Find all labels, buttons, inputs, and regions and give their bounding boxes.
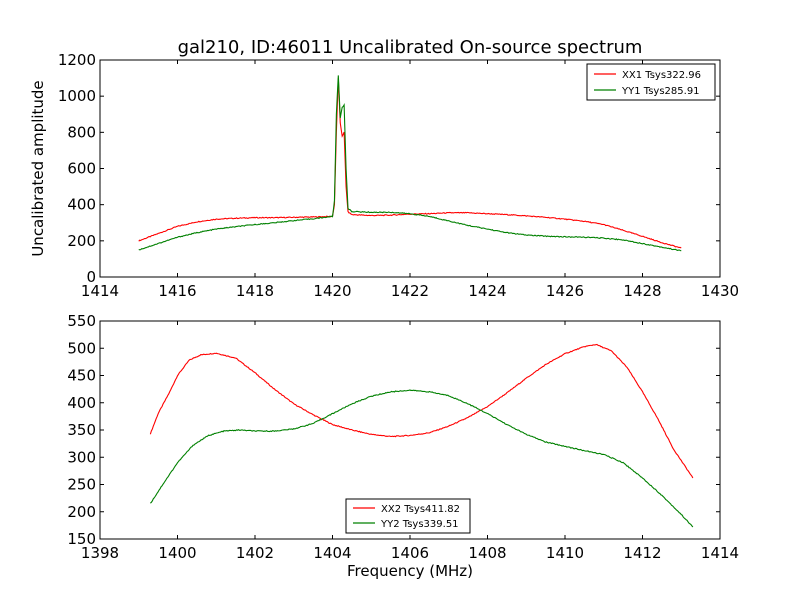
top-subplot: 1414 1416 1418 1420 1422 1424 1426 1428 1430 0 200… [29, 51, 739, 300]
top-x-tick-label: 1418 [236, 282, 274, 300]
top-x-tick-label: 1422 [391, 282, 429, 300]
bottom-legend-box [345, 498, 471, 534]
bottom-x-tick-label: 1402 [236, 544, 274, 562]
top-y-tick-label: 1000 [58, 87, 96, 105]
bottom-y-tick-label: 200 [67, 503, 96, 521]
top-y-tick-label: 0 [86, 268, 96, 286]
bottom-x-tick-label: 1400 [158, 544, 196, 562]
bottom-x-axis-label: Frequency (MHz) [347, 562, 473, 580]
top-x-tick-label: 1426 [546, 282, 584, 300]
legend-label-yy1: YY1 Tsys285.91 [621, 86, 700, 97]
bottom-y-tick-label: 400 [67, 394, 96, 412]
bottom-x-tick-label: 1414 [701, 544, 739, 562]
bottom-y-tick-label: 250 [67, 476, 96, 494]
bottom-x-tick-label: 1398 [81, 544, 119, 562]
top-x-tick-label: 1420 [313, 282, 351, 300]
bottom-y-tick-label: 550 [67, 312, 96, 330]
top-y-tick-label: 400 [67, 196, 96, 214]
chart-title: gal210, ID:46011 Uncalibrated On-source … [178, 37, 643, 58]
bottom-y-tick-label: 300 [67, 448, 96, 466]
legend-label-yy2: YY2 Tsys339.51 [380, 519, 459, 530]
bottom-x-tick-label: 1404 [313, 544, 351, 562]
bottom-x-tick-label: 1408 [468, 544, 506, 562]
top-y-axis-label: Uncalibrated amplitude [29, 80, 47, 256]
top-x-tick-label: 1424 [468, 282, 506, 300]
top-series-line-1 [138, 75, 682, 252]
top-x-tick-label: 1430 [701, 282, 739, 300]
top-x-tick-label: 1416 [158, 282, 196, 300]
bottom-x-tick-label: 1406 [391, 544, 429, 562]
bottom-x-tick-label: 1410 [546, 544, 584, 562]
top-legend: XX1 Tsys322.96 YY1 Tsys285.91 [586, 63, 716, 101]
top-x-tick-label: 1414 [81, 282, 119, 300]
bottom-subplot: 1398 1400 1402 1404 1406 1408 1410 1412 1414 150 2… [67, 312, 739, 580]
bottom-series-line-1 [150, 389, 694, 528]
bottom-y-tick-label: 150 [67, 530, 96, 548]
top-y-tick-label: 600 [67, 160, 96, 178]
bottom-y-tick-label: 450 [67, 367, 96, 385]
legend-label-xx1: XX1 Tsys322.96 [622, 70, 701, 81]
bottom-x-tick-label: 1412 [623, 544, 661, 562]
legend-label-xx2: XX2 Tsys411.82 [381, 504, 460, 515]
bottom-series-line-0 [149, 343, 694, 479]
bottom-legend: XX2 Tsys411.82 YY2 Tsys339.51 [345, 498, 471, 534]
bottom-y-tick-label: 500 [67, 339, 96, 357]
top-x-tick-label: 1428 [623, 282, 661, 300]
top-y-tick-label: 800 [67, 123, 96, 141]
top-y-tick-label: 1200 [58, 51, 96, 69]
top-y-tick-label: 200 [67, 232, 96, 250]
bottom-y-tick-label: 350 [67, 421, 96, 439]
top-legend-box [586, 63, 716, 101]
